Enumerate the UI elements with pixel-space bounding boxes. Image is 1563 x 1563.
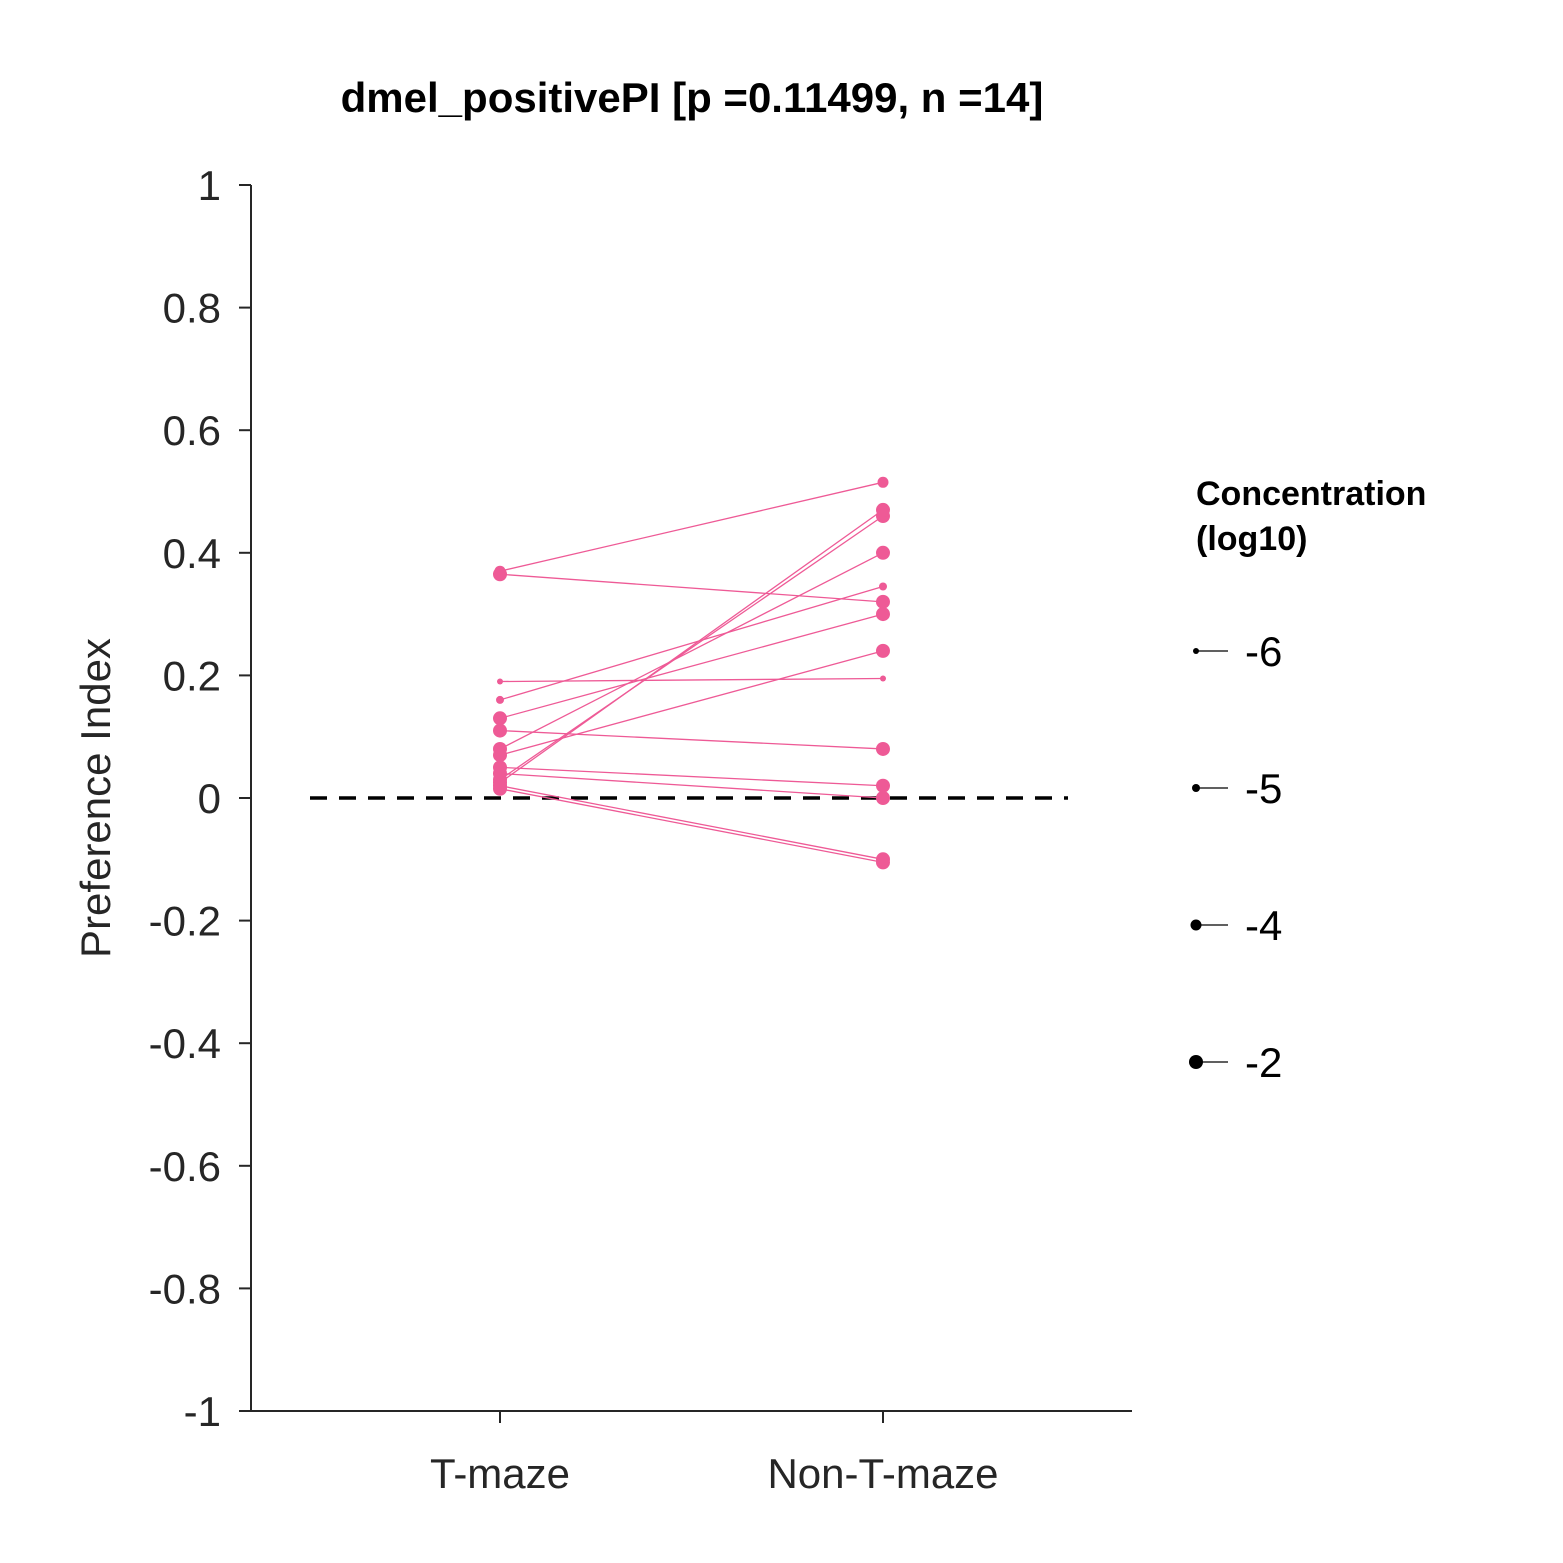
y-tick-label: 0 [198, 775, 221, 822]
data-point-non-tmaze [876, 607, 890, 622]
y-tick-label: -0.4 [149, 1020, 221, 1067]
legend: Concentration (log10) -6 -5 -4 -2 [1189, 475, 1426, 1086]
data-point-tmaze [493, 567, 507, 582]
data-point-non-tmaze [879, 582, 887, 591]
legend-label: -4 [1245, 902, 1282, 949]
legend-marker [1192, 784, 1200, 792]
paired-lines [499, 481, 884, 864]
y-tick-label: -0.6 [149, 1143, 221, 1190]
data-points [493, 476, 890, 870]
pair-line [499, 515, 884, 781]
y-axis-label: Preference Index [72, 638, 119, 958]
pair-line [499, 766, 884, 787]
legend-marker [1189, 1055, 1203, 1069]
pair-line [499, 729, 884, 750]
chart-title: dmel_positivePI [p =0.11499, n =14] [341, 74, 1044, 121]
data-point-non-tmaze [876, 855, 890, 870]
pair-line [499, 573, 884, 603]
data-point-non-tmaze [876, 778, 890, 793]
legend-marker [1193, 648, 1199, 654]
pair-line [499, 481, 884, 572]
data-point-tmaze [493, 711, 507, 726]
data-point-non-tmaze [877, 476, 889, 488]
legend-marker [1190, 919, 1202, 931]
pair-line [499, 585, 884, 701]
legend-title-line2: (log10) [1196, 520, 1307, 558]
data-point-non-tmaze [876, 502, 890, 517]
legend-label: -6 [1245, 628, 1282, 675]
y-tick-label: 0.6 [163, 407, 221, 454]
y-tick-label: 0.4 [163, 530, 221, 577]
data-point-non-tmaze [876, 643, 890, 658]
y-tick-label: 0.8 [163, 285, 221, 332]
legend-title-line1: Concentration [1196, 475, 1426, 513]
data-point-tmaze [496, 695, 504, 704]
data-point-non-tmaze [880, 675, 886, 682]
pair-line [499, 613, 884, 719]
pair-line [499, 788, 884, 864]
data-point-tmaze [493, 781, 507, 796]
data-point-non-tmaze [876, 594, 890, 609]
legend-label: -2 [1245, 1039, 1282, 1086]
data-point-non-tmaze [876, 545, 890, 560]
data-point-non-tmaze [876, 741, 890, 756]
pair-line [499, 772, 884, 799]
data-point-tmaze [493, 723, 507, 738]
pair-line [499, 785, 884, 860]
legend-items: -6 -5 -4 -2 [1189, 628, 1282, 1086]
y-tick-label: -0.2 [149, 898, 221, 945]
y-tick-label: 1 [198, 162, 221, 209]
pair-line [499, 677, 884, 683]
legend-label: -5 [1245, 765, 1282, 812]
y-tick-label: -1 [184, 1388, 221, 1435]
x-tick-label: Non-T-maze [767, 1450, 998, 1497]
data-point-tmaze [493, 748, 507, 763]
y-tick-label: -0.8 [149, 1265, 221, 1312]
axes: 1 0.8 0.6 0.4 0.2 0 -0.2 -0.4 -0.6 -0.8 -1 T-maze No… [149, 162, 1132, 1497]
pair-line [499, 509, 884, 784]
y-tick-label: 0.2 [163, 652, 221, 699]
pair-line [499, 552, 884, 750]
data-point-non-tmaze [876, 791, 890, 805]
data-point-tmaze [497, 678, 503, 685]
x-tick-label: T-maze [430, 1450, 570, 1497]
